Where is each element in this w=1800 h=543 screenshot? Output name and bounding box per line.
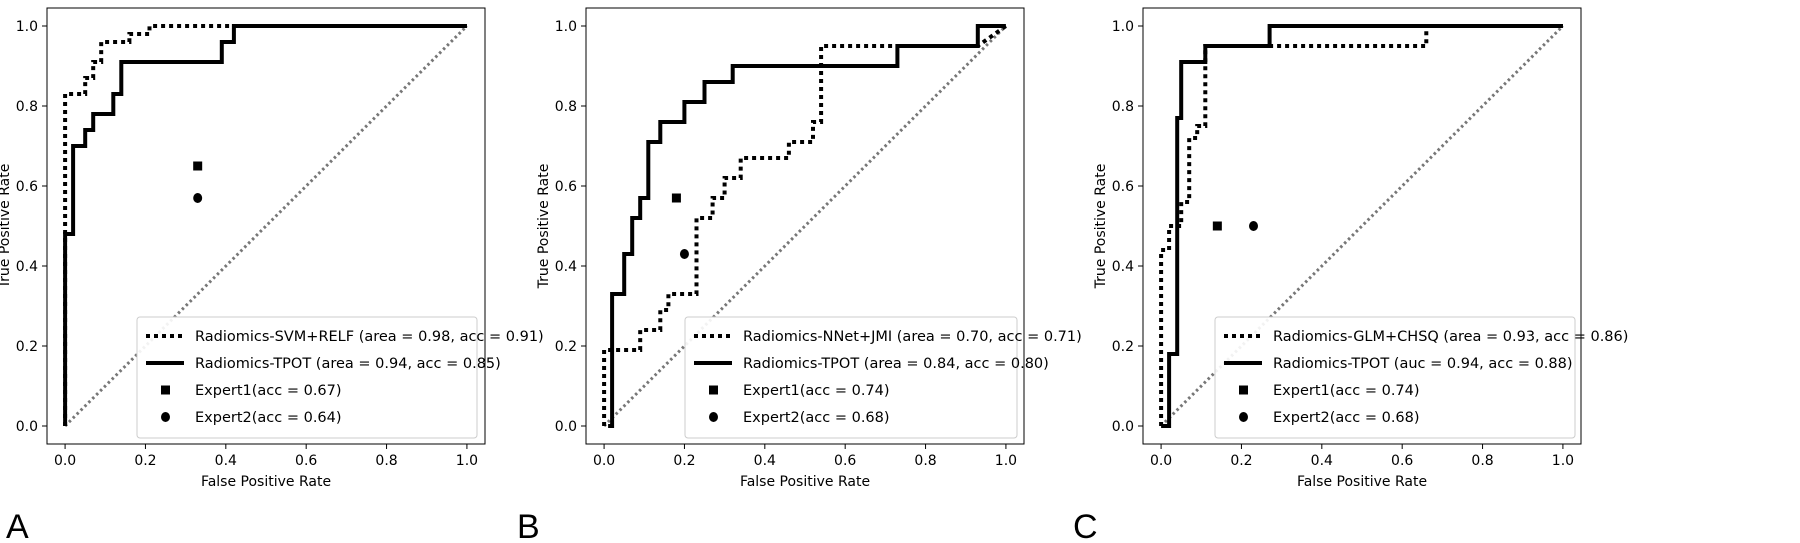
legend-swatch-square — [161, 385, 170, 395]
y-tick-label: 0.8 — [555, 99, 577, 115]
roc-curve-dotted — [63, 24, 467, 426]
legend-label: Radiomics-GLM+CHSQ (area = 0.93, acc = 0… — [1273, 329, 1628, 345]
y-tick-label: 0.6 — [1112, 179, 1134, 195]
plot-frame — [1142, 7, 1582, 445]
x-tick-label: 0.2 — [673, 453, 695, 469]
expert-square-marker — [193, 161, 203, 171]
roc-curve-dotted — [1159, 24, 1563, 426]
chance-diagonal — [603, 24, 1007, 428]
legend-label: Radiomics-TPOT (area = 0.84, acc = 0.80) — [743, 356, 1049, 372]
plot-frame — [585, 7, 1025, 445]
panel-letter-c: C — [1073, 508, 1098, 543]
y-tick-label: 0.2 — [555, 339, 577, 355]
y-tick-label: 0.0 — [555, 419, 577, 435]
panel-letter-b: B — [517, 508, 540, 543]
roc-curve-solid — [1161, 24, 1563, 428]
legend-swatch-square — [1239, 385, 1248, 395]
y-axis-title: True Positive Rate — [1093, 164, 1109, 290]
x-tick-label: 0.2 — [1230, 453, 1252, 469]
y-tick-label: 1.0 — [555, 19, 577, 35]
panel-a: A 0.0 0.2 0.4 0.6 0.8 1.0 0.0 0.2 0.4 0.6 0.8 1.0 Fa… — [0, 7, 544, 543]
legend-label: Expert2(acc = 0.68) — [1273, 410, 1420, 426]
legend-label: Radiomics-SVM+RELF (area = 0.98, acc = 0… — [195, 329, 544, 345]
roc-curve-dotted — [602, 24, 1008, 426]
expert-square-marker — [671, 193, 681, 203]
y-tick-label: 0.0 — [1112, 419, 1134, 435]
x-tick-label: 0.6 — [1391, 453, 1413, 469]
x-tick-label: 0.0 — [54, 453, 76, 469]
x-axis-title: False Positive Rate — [740, 474, 870, 490]
legend-box — [1214, 316, 1576, 439]
legend-label: Expert1(acc = 0.74) — [743, 383, 890, 399]
x-tick-label: 0.6 — [834, 453, 856, 469]
legend-swatch-square — [709, 385, 718, 395]
legend-label: Radiomics-NNet+JMI (area = 0.70, acc = 0… — [743, 329, 1082, 345]
x-tick-label: 1.0 — [995, 453, 1017, 469]
legend-swatch-circle — [161, 412, 170, 422]
x-tick-label: 0.0 — [1150, 453, 1172, 469]
legend-label: Expert2(acc = 0.64) — [195, 410, 342, 426]
y-tick-label: 0.4 — [16, 259, 38, 275]
x-tick-label: 0.0 — [593, 453, 615, 469]
legend-label: Radiomics-TPOT (area = 0.94, acc = 0.85) — [195, 356, 501, 372]
roc-curve-solid — [608, 24, 1006, 428]
y-axis-title: True Positive Rate — [0, 164, 13, 290]
x-tick-label: 0.8 — [1471, 453, 1493, 469]
x-tick-label: 0.8 — [375, 453, 397, 469]
legend-box — [136, 316, 478, 439]
expert-square-marker — [1212, 221, 1222, 231]
y-tick-label: 0.4 — [555, 259, 577, 275]
expert-circle-marker — [1249, 221, 1259, 231]
legend-label: Expert1(acc = 0.67) — [195, 383, 342, 399]
y-tick-label: 0.2 — [1112, 339, 1134, 355]
y-axis-title: True Positive Rate — [536, 164, 552, 290]
legend-swatch-circle — [1239, 412, 1248, 422]
chance-diagonal — [64, 24, 468, 428]
legend-box — [684, 316, 1018, 439]
x-tick-label: 0.8 — [914, 453, 936, 469]
panel-letter-a: A — [6, 508, 29, 543]
y-tick-label: 0.2 — [16, 339, 38, 355]
y-tick-label: 0.8 — [1112, 99, 1134, 115]
y-tick-label: 0.6 — [555, 179, 577, 195]
y-tick-label: 0.4 — [1112, 259, 1134, 275]
expert-circle-marker — [679, 249, 689, 259]
y-tick-label: 1.0 — [16, 19, 38, 35]
x-tick-label: 0.6 — [295, 453, 317, 469]
x-tick-label: 1.0 — [1552, 453, 1574, 469]
x-tick-label: 0.2 — [134, 453, 156, 469]
x-axis-title: False Positive Rate — [201, 474, 331, 490]
x-tick-label: 0.4 — [1311, 453, 1333, 469]
plot-frame — [46, 7, 486, 445]
y-tick-label: 0.6 — [16, 179, 38, 195]
x-axis-title: False Positive Rate — [1297, 474, 1427, 490]
x-tick-label: 1.0 — [456, 453, 478, 469]
panel-c: C 0.0 0.2 0.4 0.6 0.8 1.0 0.0 0.2 0.4 0.6 0.8 1.0 Fa… — [1073, 7, 1628, 543]
y-tick-label: 1.0 — [1112, 19, 1134, 35]
legend-label: Radiomics-TPOT (auc = 0.94, acc = 0.88) — [1273, 356, 1573, 372]
y-tick-label: 0.8 — [16, 99, 38, 115]
x-tick-label: 0.4 — [215, 453, 237, 469]
roc-curve-solid — [63, 24, 467, 426]
legend-label: Expert1(acc = 0.74) — [1273, 383, 1420, 399]
legend-label: Expert2(acc = 0.68) — [743, 410, 890, 426]
panel-b: B 0.0 0.2 0.4 0.6 0.8 1.0 0.0 0.2 0.4 0.6 0.8 1.0 Fa… — [517, 7, 1082, 543]
legend-swatch-circle — [709, 412, 718, 422]
y-tick-label: 0.0 — [16, 419, 38, 435]
expert-circle-marker — [193, 193, 203, 203]
x-tick-label: 0.4 — [754, 453, 776, 469]
